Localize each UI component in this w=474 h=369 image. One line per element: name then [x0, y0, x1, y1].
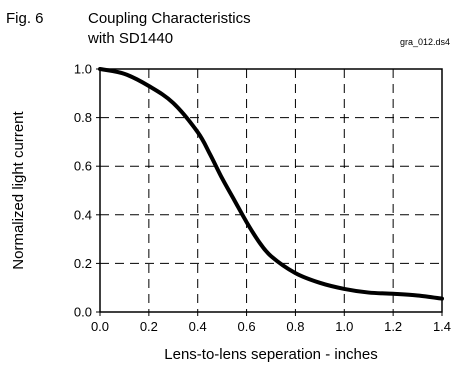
- x-tick-label: 0.2: [140, 319, 158, 334]
- plot-frame: [99, 68, 443, 313]
- grid-lines: [100, 69, 442, 312]
- series-line: [98, 67, 444, 301]
- x-tick-label: 1.4: [433, 319, 451, 334]
- axis-ticks: 0.0 0.2 0.4 0.6 0.8 1.0 1.2 1.4 0.0 0.2 0.4 0.6 0.8 1…: [74, 62, 451, 335]
- x-tick-label: 0.0: [91, 319, 109, 334]
- file-tag: gra_012.ds4: [400, 37, 451, 47]
- chart-title-line-2: with SD1440: [88, 30, 174, 47]
- y-axis-label: Normalized light current: [10, 110, 27, 269]
- y-tick-label: 1.0: [74, 62, 92, 77]
- y-tick-label: 0.2: [74, 256, 92, 271]
- x-tick-label: 1.0: [335, 319, 353, 334]
- x-tick-label: 0.4: [189, 319, 207, 334]
- y-tick-label: 0.8: [74, 110, 92, 125]
- x-tick-label: 0.8: [286, 319, 304, 334]
- figure-label: Fig. 6: [6, 10, 44, 27]
- y-tick-label: 0.0: [74, 305, 92, 320]
- x-tick-label: 0.6: [238, 319, 256, 334]
- series-group: [98, 67, 444, 301]
- x-axis-label: Lens-to-lens seperation - inches: [164, 346, 377, 363]
- y-tick-label: 0.4: [74, 207, 92, 222]
- y-tick-label: 0.6: [74, 159, 92, 174]
- chart-title-line-1: Coupling Characteristics: [88, 10, 251, 27]
- x-tick-label: 1.2: [384, 319, 402, 334]
